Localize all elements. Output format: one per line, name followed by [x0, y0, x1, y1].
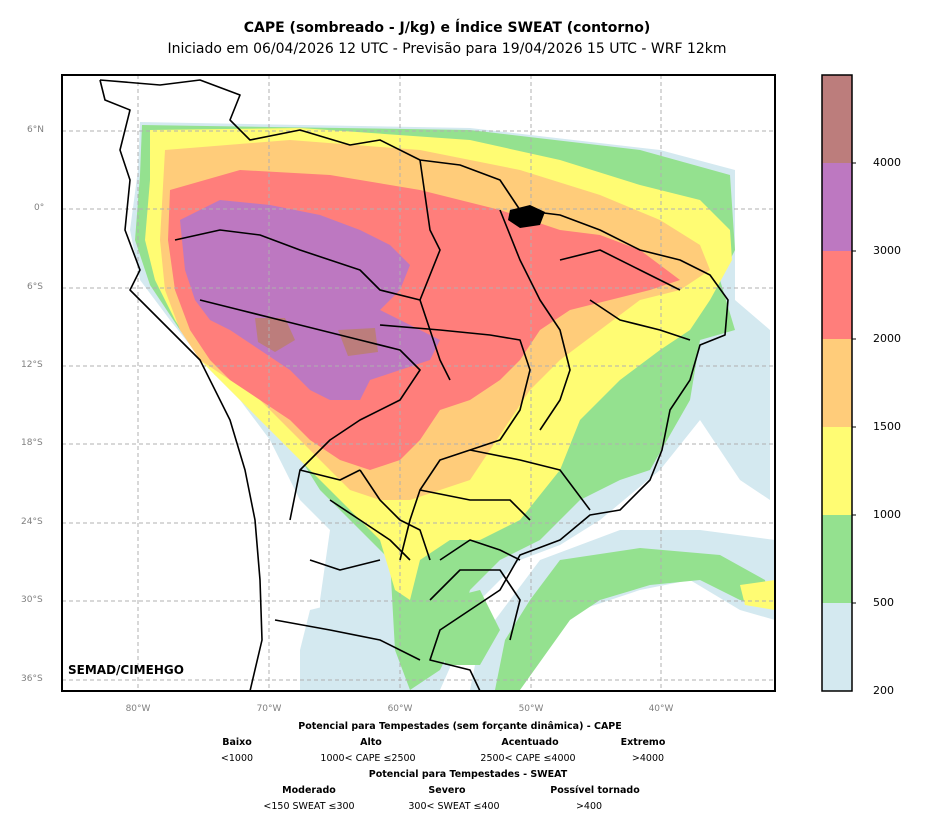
colorbar-segment-5: [822, 163, 852, 251]
sweat-category-tornado: Possível tornado: [550, 785, 640, 796]
sweat-range-severo: 300< SWEAT ≤400: [408, 801, 500, 812]
chart-title: CAPE (sombreado - J/kg) e Índice SWEAT (…: [243, 20, 651, 36]
sweat-category-severo: Severo: [428, 785, 466, 796]
lat-tick-6n: 6°N: [27, 125, 44, 135]
cape-range-alto: 1000< CAPE ≤2500: [320, 753, 416, 764]
colorbar-label-1000: 1000: [873, 508, 901, 521]
colorbar-segment-4: [822, 251, 852, 339]
cape-500-1000-pampa: [440, 590, 500, 665]
lon-tick-50w: 50°W: [518, 704, 544, 714]
lat-tick-12s: 12°S: [21, 360, 43, 370]
colorbar-label-1500: 1500: [873, 420, 901, 433]
lat-tick-36s: 36°S: [21, 674, 43, 684]
lat-tick-6s: 6°S: [27, 282, 43, 292]
political-borders: [99, 79, 729, 691]
cape-shading: [62, 75, 775, 691]
lat-tick-18s: 18°S: [21, 438, 43, 448]
cape-category-acentuado: Acentuado: [501, 737, 559, 748]
cape-range-acentuado: 2500< CAPE ≤4000: [480, 753, 576, 764]
colorbar-frame: [821, 74, 853, 692]
colorbar: [821, 74, 856, 692]
colorbar-segment-2: [822, 427, 852, 515]
lat-tick-30s: 30°S: [21, 595, 43, 605]
cape-range-extremo: >4000: [631, 753, 665, 764]
sweat-range-tornado: >400: [575, 801, 603, 812]
chart-subtitle: Iniciado em 06/04/2026 12 UTC - Previsão…: [167, 41, 727, 57]
cape-range-baixo: <1000: [220, 753, 254, 764]
lat-tick-24s: 24°S: [21, 517, 43, 527]
sweat-range-moderado: <150 SWEAT ≤300: [263, 801, 355, 812]
colorbar-label-500: 500: [873, 596, 894, 609]
colorbar-label-2000: 2000: [873, 332, 901, 345]
cape-category-extremo: Extremo: [620, 737, 666, 748]
cape-legend-title: Potencial para Tempestades (sem forçante…: [298, 721, 622, 732]
sweat-legend-title: Potencial para Tempestades - SWEAT: [368, 769, 568, 780]
colorbar-segment-0: [822, 603, 852, 691]
cape-category-alto: Alto: [360, 737, 382, 748]
colorbar-segment-3: [822, 339, 852, 427]
marajo-island: [508, 205, 545, 228]
gridlines: [62, 75, 775, 691]
credit-label: SEMAD/CIMEHGO: [68, 663, 184, 677]
sweat-category-moderado: Moderado: [282, 785, 336, 796]
colorbar-label-4000: 4000: [873, 156, 901, 169]
map-frame: [61, 74, 776, 692]
colorbar-segment-1: [822, 515, 852, 603]
colorbar-segment-6: [822, 75, 852, 163]
lon-tick-40w: 40°W: [648, 704, 674, 714]
colorbar-label-200: 200: [873, 684, 894, 697]
lon-tick-60w: 60°W: [387, 704, 413, 714]
cape-500-1000-southeast: [495, 548, 770, 690]
cape-200-500-sw: [300, 600, 370, 690]
cape-above-4000-region-2: [338, 328, 378, 356]
cape-above-4000-region: [255, 318, 295, 352]
cape-category-baixo: Baixo: [222, 737, 252, 748]
lon-tick-80w: 80°W: [125, 704, 151, 714]
lat-tick-0: 0°: [34, 203, 45, 213]
cape-1000-1500-coastal: [740, 580, 775, 610]
lon-tick-70w: 70°W: [256, 704, 282, 714]
colorbar-label-3000: 3000: [873, 244, 901, 257]
